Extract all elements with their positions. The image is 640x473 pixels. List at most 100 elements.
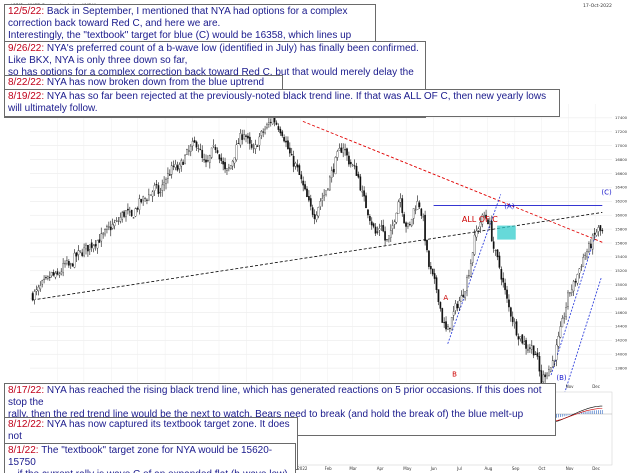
candle-body: [464, 291, 466, 299]
candle-body: [466, 277, 468, 292]
candle-body: [48, 276, 51, 278]
price-tick-label: 14600: [615, 310, 628, 315]
candle-body: [513, 322, 516, 324]
candle-body: [73, 252, 76, 268]
candle-body: [178, 164, 181, 170]
candle-body: [498, 255, 501, 268]
candle-body: [140, 199, 143, 203]
candle-body: [243, 134, 245, 139]
candle-body: [492, 241, 495, 249]
candle-body: [176, 165, 179, 171]
candle-body: [186, 149, 188, 155]
candle-body: [593, 233, 596, 235]
candle-body: [317, 207, 320, 217]
candle-body: [456, 303, 459, 309]
candle-body: [260, 131, 263, 136]
candle-body: [275, 122, 278, 125]
candle-body: [363, 190, 365, 197]
candle-body: [94, 244, 97, 247]
wave-label: (C): [601, 188, 612, 196]
candle-body: [351, 164, 354, 166]
candle-body: [117, 221, 120, 222]
time-tick-label: Apr: [377, 466, 384, 471]
candle-body: [580, 266, 583, 268]
chart-date: 17-Oct-2022: [583, 3, 612, 9]
price-tick-label: 17000: [615, 143, 628, 148]
candle-body: [247, 135, 249, 139]
candle-body: [96, 240, 99, 249]
candle-body: [222, 161, 225, 165]
candle-body: [287, 140, 289, 150]
time-tick-label: Feb: [325, 466, 333, 471]
candle-body: [426, 240, 428, 251]
candle-body: [597, 227, 600, 232]
candle-body: [79, 250, 82, 252]
candle-body: [548, 369, 550, 377]
price-tick-label: 17200: [615, 129, 628, 134]
candle-body: [228, 167, 230, 170]
candle-body: [553, 360, 556, 362]
candle-body: [487, 219, 489, 225]
candle-body: [184, 154, 186, 164]
price-tick-label: 16600: [615, 171, 628, 176]
price-tick-label: 16200: [615, 199, 628, 204]
candle-body: [578, 268, 581, 274]
candle-body: [172, 165, 175, 167]
candle-body: [288, 147, 291, 154]
candle-body: [349, 161, 352, 165]
candle-body: [245, 135, 247, 137]
candle-body: [235, 144, 238, 160]
candle-body: [462, 294, 465, 297]
candle-body: [443, 322, 446, 324]
candle-body: [319, 201, 322, 207]
candle-body: [500, 268, 503, 280]
candle-body: [367, 209, 369, 216]
candle-body: [325, 190, 327, 195]
price-axis: 13800 14000 14200 14400 14600 14800 15000 15200…: [615, 115, 628, 370]
candle-body: [127, 208, 129, 211]
candle-body: [563, 316, 566, 319]
candle-body: [311, 207, 314, 215]
candle-body: [161, 184, 164, 191]
candle-body: [50, 272, 53, 277]
candle-body: [344, 149, 346, 151]
candle-body: [188, 149, 190, 153]
candle-body: [410, 218, 413, 226]
time-tick-label: Nov: [566, 466, 574, 471]
candle-body: [296, 164, 299, 168]
candle-body: [450, 317, 453, 331]
candle-body: [538, 356, 541, 372]
candle-body: [77, 250, 80, 255]
candle-body: [315, 214, 318, 220]
price-tick-label: 15400: [615, 254, 628, 259]
candle-body: [58, 273, 61, 276]
candle-body: [359, 176, 362, 191]
time-tick-label: Nov: [566, 384, 574, 389]
time-tick-label: Jun: [430, 466, 438, 471]
wave-label: (B): [556, 374, 567, 382]
candle-body: [509, 307, 512, 317]
candle-body: [146, 199, 148, 201]
candle-body: [447, 326, 449, 330]
candle-body: [397, 201, 400, 214]
candle-body: [469, 263, 472, 277]
note-8-19-22: 8/19/22: NYA has so far been rejected at…: [4, 89, 560, 118]
candle-body: [189, 145, 192, 152]
time-tick-label: Oct: [538, 466, 545, 471]
candle-body: [41, 280, 44, 285]
candle-body: [386, 239, 388, 241]
candle-body: [557, 336, 560, 347]
candle-body: [203, 159, 205, 161]
candle-body: [132, 217, 135, 219]
time-tick-label: 2022: [297, 466, 308, 471]
candle-body: [237, 143, 240, 144]
price-tick-label: 15800: [615, 226, 628, 231]
candle-body: [525, 340, 527, 349]
candle-body: [588, 243, 590, 253]
candle-body: [277, 126, 280, 130]
candle-body: [435, 277, 438, 290]
candle-body: [197, 148, 200, 150]
candle-body: [508, 299, 510, 308]
candle-body: [355, 165, 358, 176]
candle-body: [357, 174, 360, 178]
